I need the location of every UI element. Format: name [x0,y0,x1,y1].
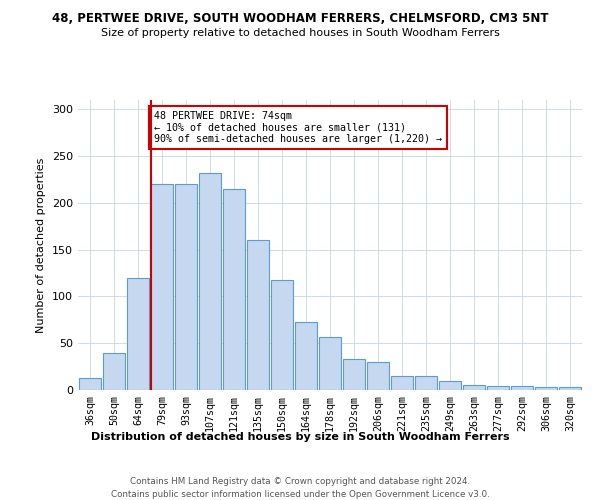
Bar [223,189,245,390]
Text: Size of property relative to detached houses in South Woodham Ferrers: Size of property relative to detached ho… [101,28,499,38]
Text: Distribution of detached houses by size in South Woodham Ferrers: Distribution of detached houses by size … [91,432,509,442]
Bar [127,278,149,390]
Bar [535,387,557,390]
Bar [151,184,173,390]
Bar [103,352,125,390]
Text: 48, PERTWEE DRIVE, SOUTH WOODHAM FERRERS, CHELMSFORD, CM3 5NT: 48, PERTWEE DRIVE, SOUTH WOODHAM FERRERS… [52,12,548,26]
Bar [511,386,533,390]
Bar [295,322,317,390]
Bar [343,359,365,390]
Text: Contains HM Land Registry data © Crown copyright and database right 2024.: Contains HM Land Registry data © Crown c… [130,478,470,486]
Bar [271,280,293,390]
Bar [247,240,269,390]
Bar [391,376,413,390]
Bar [367,362,389,390]
Bar [415,376,437,390]
Bar [319,336,341,390]
Bar [79,378,101,390]
Bar [559,387,581,390]
Bar [463,386,485,390]
Text: 48 PERTWEE DRIVE: 74sqm
← 10% of detached houses are smaller (131)
90% of semi-d: 48 PERTWEE DRIVE: 74sqm ← 10% of detache… [154,111,442,144]
Text: Contains public sector information licensed under the Open Government Licence v3: Contains public sector information licen… [110,490,490,499]
Bar [439,380,461,390]
Bar [199,173,221,390]
Bar [175,184,197,390]
Bar [487,386,509,390]
Y-axis label: Number of detached properties: Number of detached properties [37,158,46,332]
